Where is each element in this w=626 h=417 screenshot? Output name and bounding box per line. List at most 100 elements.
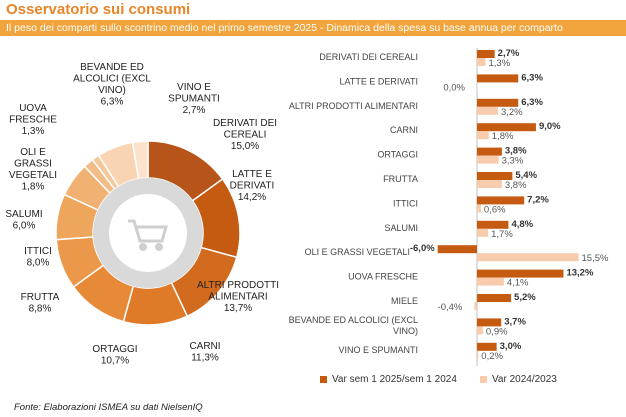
svg-text:ALIMENTARI: ALIMENTARI [208,292,267,303]
bar-s1-ittici [477,196,525,205]
bar-s1-label-miele: 5,2% [514,292,536,303]
bar-s2-ittici [477,204,481,213]
bar-s2-label-oli-e-grassi-vegetali: 15,5% [582,253,609,264]
bar-category-bevande-ed-alcolici-excl-vino-line2: VINO) [393,326,418,336]
donut-value-derivati-dei-cereali: 15,0% [231,141,259,152]
bar-category-oli-e-grassi-vegetali: OLI E GRASSI VEGETALI [305,247,410,257]
donut-value-ittici: 8,0% [27,258,50,269]
svg-text:CARNI: CARNI [189,341,220,352]
svg-text:GRASSI: GRASSI [14,159,52,170]
bar-s2-label-vino-e-spumanti: 0,2% [481,351,503,362]
svg-text:UOVA: UOVA [19,103,47,114]
donut-center [109,194,187,272]
svg-text:ALCOLICI (EXCL: ALCOLICI (EXCL [73,74,151,85]
svg-text:FRUTTA: FRUTTA [21,292,60,303]
bar-s2-frutta [477,180,502,188]
svg-text:VINO): VINO) [98,85,126,96]
donut-value-oli-e-grassi-vegetali: 1,8% [22,182,45,193]
bar-s2-label-latte-e-derivati: 0,0% [443,82,465,93]
bar-s2-label-miele: -0,4% [438,302,463,313]
bar-s2-label-derivati-dei-cereali: 1,3% [489,58,511,69]
bar-legend: Var sem 1 2025/sem 1 2024 Var 2024/2023 [320,374,557,385]
donut-value-vino-e-spumanti: 2,7% [183,105,206,116]
bar-category-ittici: ITTICI [393,198,418,208]
legend-swatch-s2 [480,376,487,383]
bar-s2-label-carni: 1,8% [492,131,514,142]
svg-text:SALUMI: SALUMI [5,209,42,220]
bar-category-frutta: FRUTTA [383,174,418,184]
bar-s1-latte-e-derivati [477,74,519,83]
bar-s1-uova-fresche [477,269,564,278]
source-footer: Fonte: Elaborazioni ISMEA su dati Nielse… [14,402,203,413]
bar-category-uova-fresche: UOVA FRESCHE [348,272,418,282]
bar-s1-label-vino-e-spumanti: 3,0% [500,341,522,352]
bar-s2-miele [474,302,477,310]
bar-s2-label-ittici: 0,6% [484,204,506,215]
bar-s1-altri-prodotti-alimentari [477,98,519,107]
bar-s1-label-uova-fresche: 13,2% [566,268,593,279]
bar-s1-label-latte-e-derivati: 6,3% [521,72,543,83]
bar-s2-ortaggi [477,155,499,164]
donut-value-bevande-ed-alcolici-excl-vino: 6,3% [101,97,124,108]
legend-swatch-s1 [320,376,327,383]
legend-label-s2: Var 2024/2023 [492,374,557,385]
svg-text:VEGETALI: VEGETALI [9,170,57,181]
bar-s1-label-altri-prodotti-alimentari: 6,3% [521,97,543,108]
svg-text:ALTRI PRODOTTI: ALTRI PRODOTTI [197,280,279,291]
bar-s1-frutta [477,172,513,180]
bar-s1-label-derivati-dei-cereali: 2,7% [498,48,520,59]
bar-s2-vino-e-spumanti [477,350,479,359]
svg-text:LATTE E: LATTE E [232,169,272,180]
donut-value-frutta: 8,8% [29,304,52,315]
svg-text:OLI E: OLI E [20,147,46,158]
bar-s2-derivati-dei-cereali [477,58,486,66]
bar-s2-carni [477,131,489,140]
bar-s1-vino-e-spumanti [477,342,497,351]
svg-text:ITTICI: ITTICI [24,246,52,257]
svg-text:CEREALI: CEREALI [224,130,267,141]
svg-text:DERIVATI: DERIVATI [230,181,275,192]
svg-text:DERIVATI DEI: DERIVATI DEI [213,118,277,129]
bar-category-derivati-dei-cereali: DERIVATI DEI CEREALI [319,52,418,62]
page-title: Osservatorio sui consumi [6,1,191,18]
donut-value-latte-e-derivati: 14,2% [238,192,266,203]
bar-s1-salumi [477,220,509,229]
bar-category-vino-e-spumanti: VINO E SPUMANTI [338,345,418,355]
bar-s2-label-salumi: 1,7% [491,229,513,240]
bar-s1-oli-e-grassi-vegetali [437,245,477,254]
svg-text:BEVANDE ED: BEVANDE ED [80,62,144,73]
bar-category-salumi: SALUMI [384,223,418,233]
bar-category-latte-e-derivati: LATTE E DERIVATI [339,76,418,86]
bar-chart: DERIVATI DEI CEREALI 2,7%1,3% LATTE E DERI… [289,48,609,385]
bar-s1-derivati-dei-cereali [477,50,495,58]
donut-value-carni: 11,3% [191,353,219,364]
donut-value-altri-prodotti-alimentari: 13,7% [224,303,252,314]
bar-category-miele: MIELE [391,296,418,306]
bar-s2-oli-e-grassi-vegetali [477,253,579,262]
bar-s2-latte-e-derivati [477,82,478,91]
bar-s1-label-bevande-ed-alcolici-excl-vino: 3,7% [504,316,526,327]
bar-s2-uova-fresche [477,277,504,286]
donut-value-uova-fresche: 1,3% [22,126,45,137]
bar-s1-ortaggi [477,147,502,156]
bar-s1-label-oli-e-grassi-vegetali: -6,0% [410,243,435,254]
bar-category-bevande-ed-alcolici-excl-vino: BEVANDE ED ALCOLICI (EXCL [289,315,418,325]
bar-s1-label-ittici: 7,2% [527,194,549,205]
bar-s2-label-bevande-ed-alcolici-excl-vino: 0,9% [486,326,508,337]
svg-text:ORTAGGI: ORTAGGI [92,344,137,355]
bar-s1-label-ortaggi: 3,8% [505,146,527,157]
bar-s1-label-carni: 9,0% [539,121,561,132]
bar-s1-label-frutta: 5,4% [515,170,537,181]
svg-text:SPUMANTI: SPUMANTI [168,94,220,105]
